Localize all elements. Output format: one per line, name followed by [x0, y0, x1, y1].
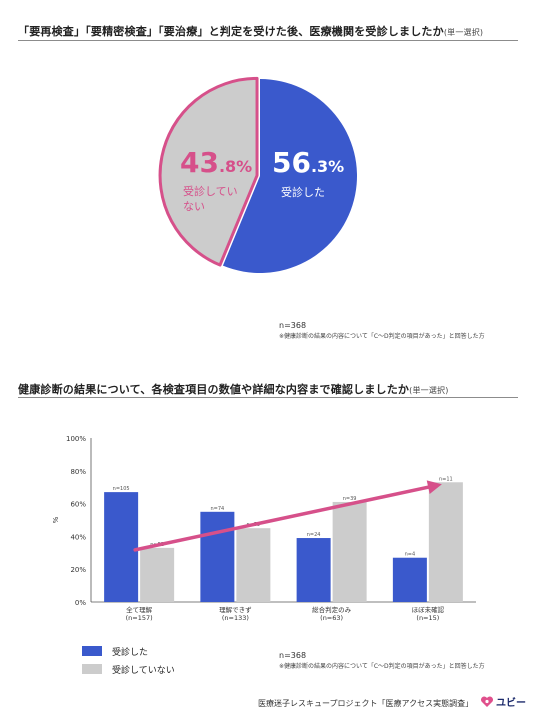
y-tick-label: 100%	[66, 435, 86, 443]
x-tick-label-n: (n=63)	[320, 614, 343, 622]
pie-value-int: 43	[180, 146, 219, 179]
ubie-logo: ユビー	[480, 694, 526, 709]
bar-value-label: n=4	[405, 552, 416, 558]
pie-label-consulted-name: 受診した	[281, 185, 325, 199]
bar	[392, 557, 427, 602]
y-tick-label: 60%	[70, 501, 86, 509]
pie-value-dec: .3%	[311, 157, 344, 176]
bar-value-label: n=74	[211, 506, 225, 512]
y-tick-label: 80%	[70, 468, 86, 476]
pie-chart: 56.3% 受診した 43.8% 受診していない	[158, 76, 358, 273]
q2-title: 健康診断の結果について、各検査項目の数値や詳細な内容まで確認しましたか(単一選択…	[18, 381, 449, 397]
x-tick-label-n: (n=15)	[416, 614, 439, 622]
y-axis-label: %	[52, 516, 60, 523]
x-tick-label: ほぼ未確認	[412, 605, 445, 614]
bar-value-label: n=39	[343, 496, 357, 502]
pie-value-dec: .8%	[219, 157, 252, 176]
q1-title-suffix: (単一選択)	[443, 28, 484, 37]
x-tick-label-n: (n=157)	[126, 614, 153, 622]
pie-label-not-consulted-name: ない	[183, 200, 205, 213]
q2-divider	[18, 397, 518, 398]
q1-sample-size: n=368	[279, 321, 307, 330]
q2-sample-size: n=368	[279, 651, 307, 660]
legend-swatch-gray	[82, 664, 102, 674]
q2-title-suffix: (単一選択)	[409, 386, 449, 395]
q1-divider	[18, 40, 518, 41]
pie-label-not-consulted-value: 43.8%	[180, 146, 252, 179]
pie-slice-not-consulted	[158, 76, 259, 267]
q2-notes: n=368 ※健康診断の結果の内容について「C～D判定の項目があった」と回答した…	[279, 650, 485, 672]
pie-slice-consulted	[222, 79, 358, 273]
trend-arrow-line	[133, 485, 430, 552]
x-tick-label-n: (n=133)	[222, 614, 249, 622]
pie-label-not-consulted-name: 受診してい	[183, 184, 238, 198]
x-tick-label: 総合判定のみ	[312, 605, 352, 614]
heart-icon	[480, 695, 494, 707]
bar-value-label: n=105	[113, 486, 130, 492]
q1-title-text: 「要再検査」「要精密検査」「要治療」と判定を受けた後、医療機関を受診しましたか	[18, 25, 444, 38]
footer-source: 医療迷子レスキュープロジェクト「医療アクセス実態調査」	[258, 699, 474, 708]
q1-footnote: ※健康診断の結果の内容について「C～D判定の項目があった」と回答した方	[279, 333, 485, 340]
legend-swatch-blue	[82, 646, 102, 656]
bar	[428, 482, 463, 602]
legend-label-consulted: 受診した	[112, 647, 149, 658]
q1-notes: n=368 ※健康診断の結果の内容について「C～D判定の項目があった」と回答した…	[279, 320, 485, 342]
trend-arrow-head	[426, 480, 442, 495]
bar-value-label: n=24	[307, 532, 321, 538]
bar	[296, 538, 331, 602]
legend-item-not-consulted: 受診していない	[82, 661, 175, 677]
pie-value-int: 56	[272, 146, 311, 179]
y-tick-label: 0%	[75, 599, 86, 607]
pie-label-consulted-value: 56.3%	[272, 146, 344, 179]
y-tick-label: 40%	[70, 533, 86, 541]
bar	[104, 492, 139, 602]
bar	[140, 547, 175, 602]
bar	[200, 511, 235, 602]
q2-title-text: 健康診断の結果について、各検査項目の数値や詳細な内容まで確認しましたか	[18, 383, 410, 396]
bar-legend: 受診した 受診していない	[82, 643, 175, 679]
bar	[236, 528, 271, 602]
legend-label-not-consulted: 受診していない	[112, 665, 175, 676]
logo-text: ユビー	[496, 698, 526, 709]
x-tick-label: 全て理解	[126, 605, 153, 614]
x-tick-label: 理解できず	[219, 605, 252, 614]
q2-footnote: ※健康診断の結果の内容について「C～D判定の項目があった」と回答した方	[279, 663, 485, 670]
legend-item-consulted: 受診した	[82, 643, 175, 659]
q1-title: 「要再検査」「要精密検査」「要治療」と判定を受けた後、医療機関を受診しましたか(…	[18, 23, 483, 39]
bar-value-label: n=11	[439, 476, 453, 482]
bar-chart: 0%20%40%60%80%100%%n=105n=52全て理解(n=157)n…	[52, 435, 476, 622]
bar	[332, 501, 367, 602]
y-tick-label: 20%	[70, 566, 86, 574]
